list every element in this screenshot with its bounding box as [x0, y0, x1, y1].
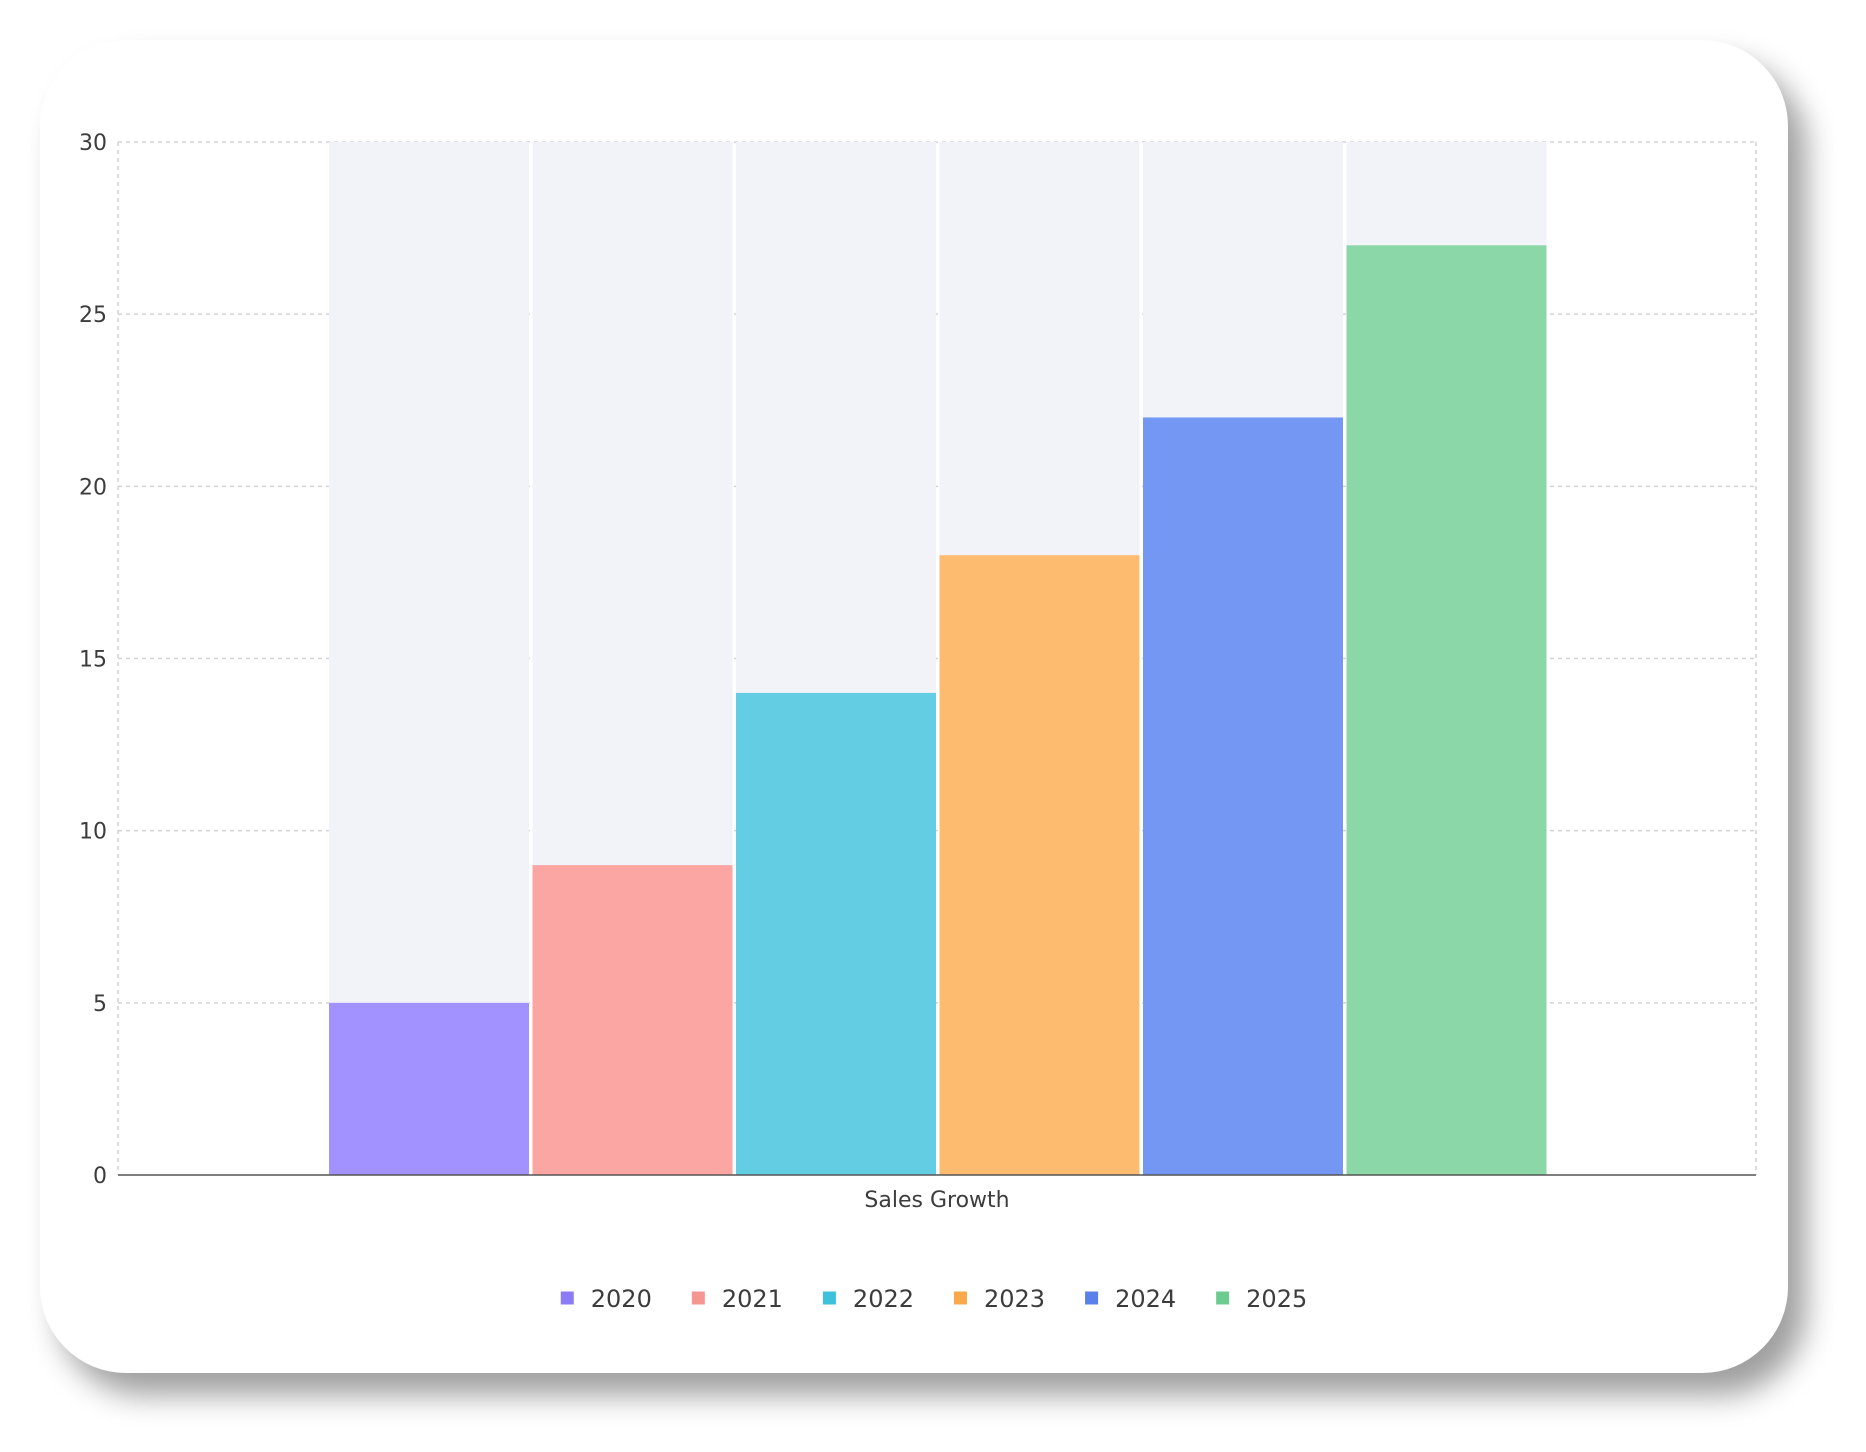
- bar-2022[interactable]: [736, 692, 936, 1175]
- bar-2023[interactable]: [939, 555, 1140, 1175]
- y-tick-label-20: 20: [79, 475, 107, 500]
- bar-2020[interactable]: [329, 1002, 529, 1175]
- legend-label-2022: 2022: [853, 1285, 914, 1313]
- legend-item-2025[interactable]: 2025: [1216, 1285, 1307, 1313]
- legend-label-2025: 2025: [1246, 1285, 1307, 1313]
- y-tick-labels: 0 5 10 15 20 25 30: [79, 131, 107, 1189]
- y-tick-label-5: 5: [93, 992, 107, 1017]
- legend-swatch-2021: [691, 1291, 705, 1305]
- legend-item-2020[interactable]: 2020: [560, 1285, 652, 1313]
- legend-item-2021[interactable]: 2021: [691, 1285, 783, 1313]
- legend-swatch-2020: [560, 1291, 574, 1305]
- x-axis-label: Sales Growth: [864, 1188, 1009, 1213]
- bar-2025[interactable]: [1346, 245, 1547, 1176]
- legend-item-2023[interactable]: 2023: [954, 1285, 1045, 1313]
- legend-label-2020: 2020: [591, 1285, 652, 1313]
- y-tick-label-15: 15: [79, 648, 107, 673]
- legend-label-2023: 2023: [984, 1285, 1045, 1313]
- legend[interactable]: 2020 2021 2022 2023 2024 2025: [560, 1285, 1307, 1313]
- legend-swatch-2025: [1216, 1291, 1230, 1305]
- legend-swatch-2022: [822, 1291, 836, 1305]
- y-tick-label-0: 0: [93, 1164, 107, 1189]
- legend-swatch-2024: [1085, 1291, 1099, 1305]
- legend-item-2022[interactable]: 2022: [822, 1285, 914, 1313]
- y-tick-label-25: 25: [79, 303, 107, 328]
- legend-label-2024: 2024: [1115, 1285, 1176, 1313]
- bars: [329, 245, 1547, 1176]
- bar-2021[interactable]: [532, 865, 733, 1175]
- legend-swatch-2023: [954, 1291, 967, 1305]
- legend-label-2021: 2021: [722, 1285, 783, 1313]
- bar-2024[interactable]: [1143, 417, 1343, 1175]
- legend-item-2024[interactable]: 2024: [1085, 1285, 1176, 1313]
- y-tick-label-30: 30: [79, 131, 107, 156]
- y-tick-label-10: 10: [79, 820, 107, 845]
